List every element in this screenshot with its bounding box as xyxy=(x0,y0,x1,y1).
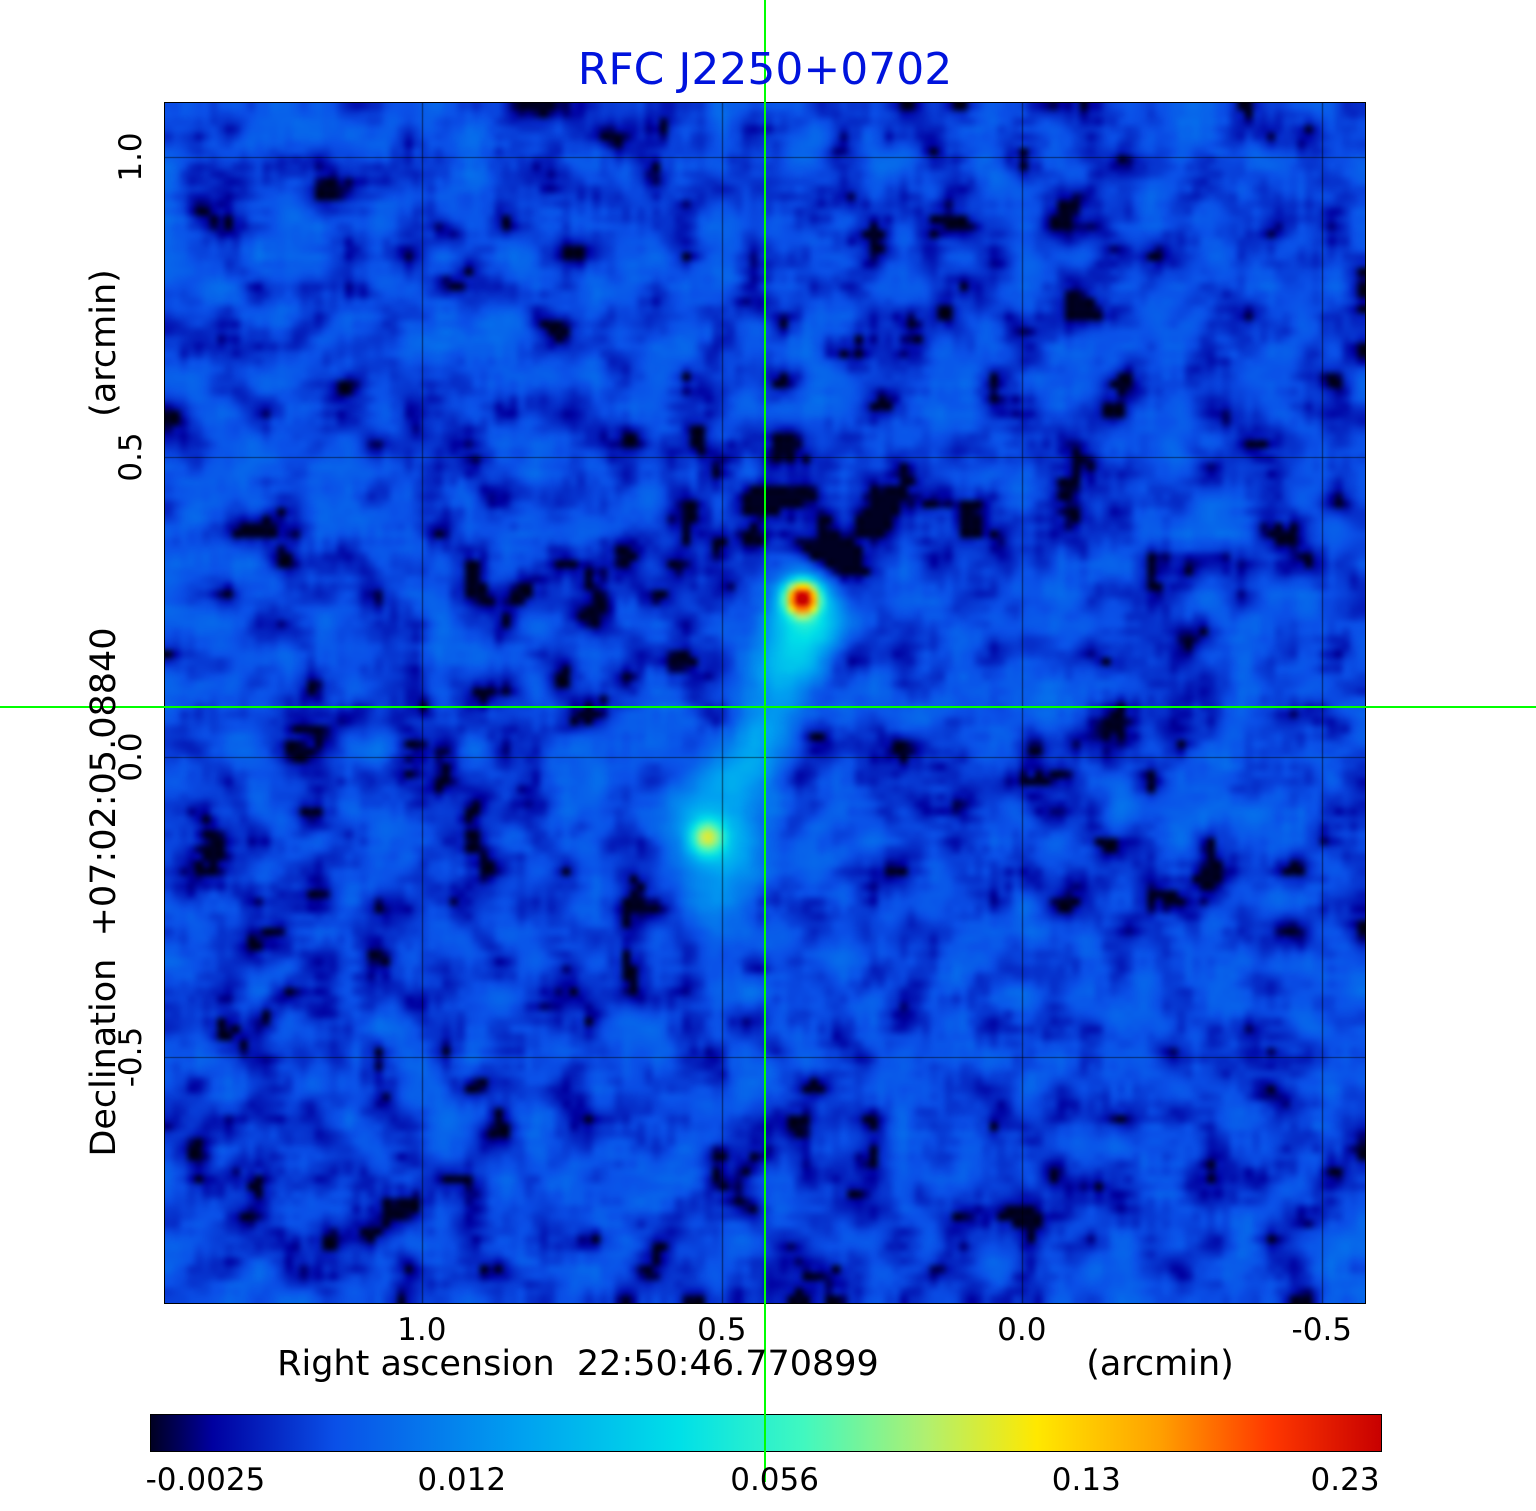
crosshair-horizontal-line xyxy=(0,705,1536,708)
y-tick-label: 0.0 xyxy=(113,732,149,782)
page-title: RFC J2250+0702 xyxy=(577,44,953,95)
colorbar-tick-label: 0.23 xyxy=(1310,1462,1380,1498)
colorbar-tick-label: -0.0025 xyxy=(145,1462,266,1498)
x-axis-label: Right ascension 22:50:46.770899 xyxy=(277,1344,879,1384)
y-tick-label: 0.5 xyxy=(113,432,149,482)
x-tick-label: 1.0 xyxy=(397,1312,447,1348)
x-axis-unit: (arcmin) xyxy=(1086,1344,1234,1384)
x-tick-label: 0.5 xyxy=(697,1312,747,1348)
colorbar-tick-label: 0.13 xyxy=(1051,1462,1121,1498)
colorbar-tick-label: 0.056 xyxy=(730,1462,819,1498)
y-tick-label: -0.5 xyxy=(113,1026,149,1088)
colorbar xyxy=(150,1414,1382,1452)
x-tick-label: -0.5 xyxy=(1291,1312,1353,1348)
y-axis-unit: (arcmin) xyxy=(84,269,124,417)
crosshair-vertical-line xyxy=(764,0,766,1482)
x-tick-label: 0.0 xyxy=(997,1312,1047,1348)
colorbar-tick-label: 0.012 xyxy=(417,1462,507,1498)
y-tick-label: 1.0 xyxy=(113,132,149,182)
